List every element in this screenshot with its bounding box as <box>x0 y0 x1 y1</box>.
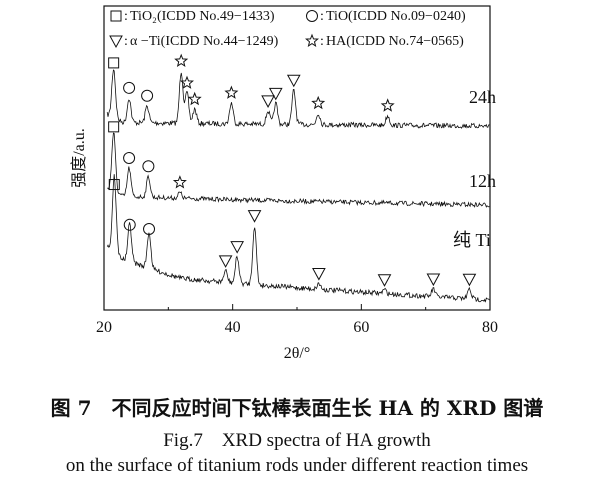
tio2-square-marker <box>108 121 120 133</box>
legend-entry-text: HA(ICDD No.74−0565) <box>326 34 464 49</box>
alpha-ti-triangle-marker <box>377 274 392 287</box>
alpha-ti-triangle-marker <box>286 74 301 88</box>
alpha-ti-triangle-marker <box>109 35 123 49</box>
xrd-chart: : TiO₂(ICDD No.49−1433): TiO(ICDD No.09−02… <box>70 5 498 362</box>
plot-frame <box>103 5 491 311</box>
ha-star-marker <box>172 175 187 189</box>
ha-star-marker <box>180 75 194 89</box>
alpha-ti-triangle-marker <box>230 241 245 254</box>
alpha-ti-triangle-marker <box>312 268 326 281</box>
ha-star-marker <box>187 91 202 106</box>
alpha-ti-triangle-marker <box>426 273 441 287</box>
legend-colon: : <box>320 34 324 49</box>
ha-star-marker <box>224 85 239 99</box>
chart-frame <box>103 5 491 311</box>
chart-series: 24h 12h 纯 Ti <box>106 53 496 303</box>
series-line <box>107 132 490 208</box>
tio-circle-marker <box>141 89 154 102</box>
ha-star-marker <box>305 33 319 48</box>
x-tick-label: 60 <box>353 319 369 336</box>
figure-caption-english-line1: Fig.7 XRD spectra of HA growth <box>163 430 431 451</box>
chart-legend: : TiO₂(ICDD No.49−1433): TiO(ICDD No.09−02… <box>109 9 466 49</box>
figure-caption-chinese: 图 7 不同反应时间下钛棒表面生长 HA 的 XRD 图谱 <box>50 396 544 420</box>
alpha-ti-triangle-marker <box>462 273 477 287</box>
alpha-ti-triangle-marker <box>261 95 275 108</box>
alpha-ti-triangle-marker <box>268 87 283 101</box>
legend-colon: : <box>124 9 128 24</box>
series-label: 纯 Ti <box>453 230 491 250</box>
tio2-square-marker <box>110 10 122 22</box>
chart-axes: 20 40 60 80 2θ/° 强度/a.u. <box>70 128 498 362</box>
legend-entry: : HA(ICDD No.74−0565) <box>305 33 464 49</box>
legend-entry-text: TiO(ICDD No.09−0240) <box>326 9 466 24</box>
figure-caption-english-line2: on the surface of titanium rods under di… <box>65 455 529 476</box>
tio-circle-marker <box>306 10 318 22</box>
tio2-square-marker <box>108 179 120 191</box>
x-tick-label: 20 <box>96 319 112 336</box>
ha-star-marker <box>174 53 189 68</box>
series-line <box>106 69 490 129</box>
ha-star-marker <box>311 95 326 110</box>
legend-entry: : TiO(ICDD No.09−0240) <box>306 9 466 24</box>
x-axis-title: 2θ/° <box>284 345 311 362</box>
x-tick-label: 80 <box>482 319 498 336</box>
legend-entry-text: α −Ti(ICDD No.44−1249) <box>130 34 279 49</box>
tio-circle-marker <box>123 81 136 94</box>
alpha-ti-triangle-marker <box>218 255 233 268</box>
series-2: 12h <box>107 121 496 208</box>
series-label: 24h <box>469 87 496 107</box>
legend-entry-text: TiO₂(ICDD No.49−1433) <box>130 9 275 24</box>
alpha-ti-triangle-marker <box>247 210 262 223</box>
legend-entry: :α −Ti(ICDD No.44−1249) <box>109 34 279 49</box>
legend-colon: : <box>124 34 128 49</box>
tio-circle-marker <box>123 218 136 231</box>
tio2-square-marker <box>108 57 120 69</box>
x-tick-label: 40 <box>225 319 241 336</box>
series-label: 12h <box>469 171 496 191</box>
y-axis-title: 强度/a.u. <box>70 128 88 188</box>
legend-colon: : <box>320 9 324 24</box>
series-3: 纯 Ti <box>106 174 491 303</box>
tio-circle-marker <box>142 160 155 173</box>
series-1: 24h <box>106 53 496 129</box>
ha-star-marker <box>380 98 395 112</box>
series-line <box>106 174 490 303</box>
tio-circle-marker <box>123 151 136 164</box>
legend-entry: : TiO₂(ICDD No.49−1433) <box>110 9 275 24</box>
tio-circle-marker <box>143 223 156 236</box>
